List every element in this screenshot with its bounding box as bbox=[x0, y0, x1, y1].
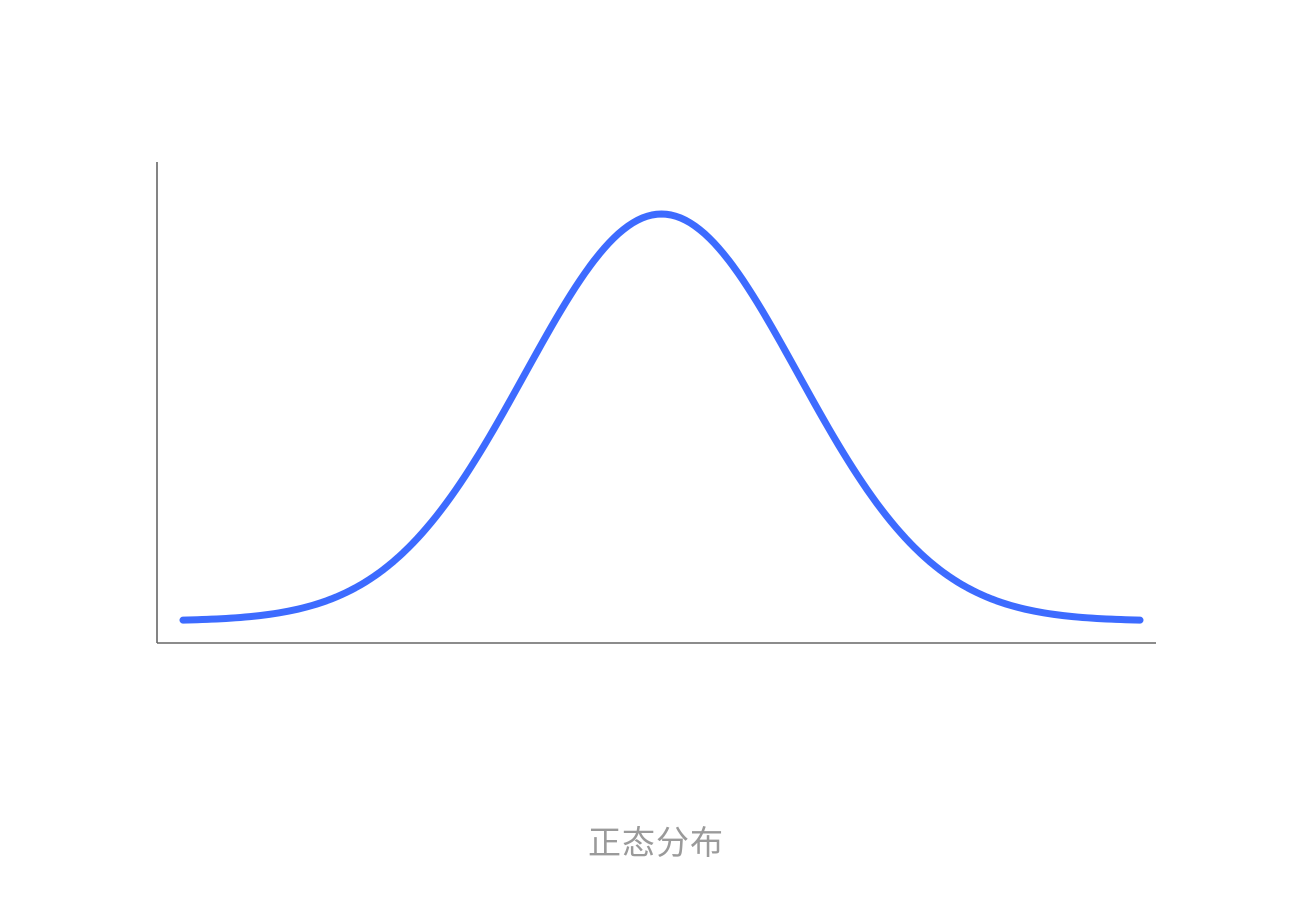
series-points bbox=[180, 211, 1144, 624]
series-line bbox=[179, 210, 1144, 624]
chart-caption: 正态分布 bbox=[588, 823, 724, 862]
